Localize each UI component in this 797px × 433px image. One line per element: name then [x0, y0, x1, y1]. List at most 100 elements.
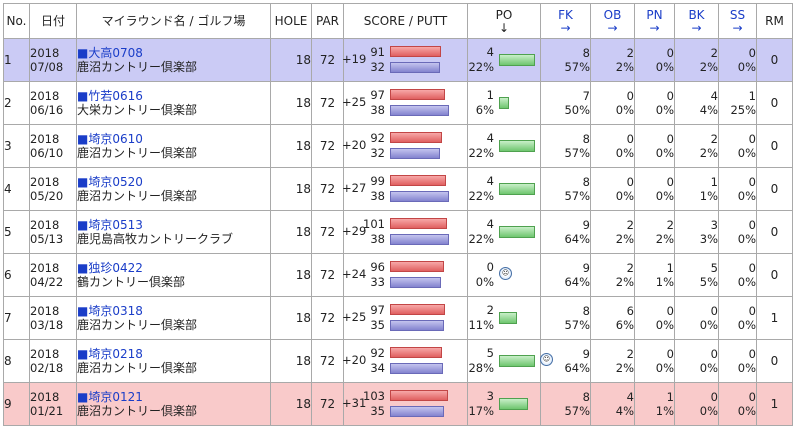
col-par: PAR — [311, 3, 344, 39]
putt-bar — [390, 406, 444, 417]
course-name: 鹿沼カントリー倶楽部 — [77, 60, 198, 74]
po-cell: 4 22% — [467, 38, 541, 82]
par-value: 72 — [311, 38, 344, 82]
round-name-link[interactable]: ■埼京0318 — [77, 304, 143, 318]
score-putt-values: 103 35 — [359, 389, 385, 419]
round-year: 2018 — [30, 304, 60, 318]
pn-stat: 0 0% — [634, 339, 675, 383]
table-row: 7 2018 03/18 ■埼京0318 鹿沼カントリー倶楽部 18 72 +25 97 35 2 1… — [3, 296, 793, 340]
po-values: 4 22% — [468, 217, 494, 247]
score-bar — [390, 218, 447, 229]
arrow-right-icon: → — [607, 21, 618, 35]
po-percent: 11% — [468, 318, 494, 332]
round-name-link[interactable]: ■埼京0218 — [77, 347, 143, 361]
score-diff: +19 — [342, 52, 367, 66]
score-diff: +24 — [342, 267, 367, 281]
fk-stat: 8 57% — [540, 296, 591, 340]
sort-bk-link[interactable]: BK → — [674, 3, 719, 39]
table-row: 6 2018 04/22 ■独珍0422 鶴カントリー倶楽部 18 72 +24 96 33 0 0%… — [3, 253, 793, 297]
hole-count: 18 — [270, 382, 312, 426]
par-value: 72 — [311, 253, 344, 297]
score-bar — [390, 390, 448, 401]
putt-bar — [390, 363, 443, 374]
po-percent: 22% — [468, 146, 494, 160]
score-putt-values: 97 38 — [359, 88, 385, 118]
score-putt-cell: +25 97 38 — [342, 81, 468, 125]
round-name-link[interactable]: ■大高0708 — [77, 46, 143, 60]
round-year: 2018 — [30, 347, 60, 361]
putt-bar — [390, 234, 449, 245]
round-monthday: 01/21 — [30, 404, 64, 418]
col-course: マイラウンド名 / ゴルフ場 — [76, 3, 271, 39]
putt-bar — [390, 62, 440, 73]
row-number: 9 — [3, 382, 30, 426]
round-name-link[interactable]: ■埼京0513 — [77, 218, 143, 232]
round-date: 2018 02/18 — [29, 339, 77, 383]
bk-stat: 3 3% — [674, 210, 719, 254]
ss-stat: 0 0% — [718, 210, 757, 254]
ss-stat: 0 0% — [718, 38, 757, 82]
score-diff: +25 — [342, 310, 367, 324]
table-row: 8 2018 02/18 ■埼京0218 鹿沼カントリー倶楽部 18 72 +20 92 34 5 2… — [3, 339, 793, 383]
round-name-link[interactable]: ■埼京0520 — [77, 175, 143, 189]
round-year: 2018 — [30, 132, 60, 146]
header-row: No. 日付 マイラウンド名 / ゴルフ場 HOLE PAR SCORE / P… — [3, 3, 793, 39]
po-percent: 22% — [468, 189, 494, 203]
pn-stat: 0 0% — [634, 296, 675, 340]
putt-value: 32 — [370, 146, 385, 160]
row-number: 7 — [3, 296, 30, 340]
po-values: 5 28% — [468, 346, 494, 376]
table-row: 5 2018 05/13 ■埼京0513 鹿児島高牧カントリークラブ 18 72 +29 101… — [3, 210, 793, 254]
score-bar — [390, 46, 441, 57]
bk-stat: 0 0% — [674, 382, 719, 426]
ob-stat: 6 6% — [590, 296, 635, 340]
po-count: 3 — [486, 389, 494, 403]
po-percent: 28% — [468, 361, 494, 375]
course-cell: ■大高0708 鹿沼カントリー倶楽部 — [76, 38, 271, 82]
putt-value: 32 — [370, 60, 385, 74]
po-cell: 4 22% — [467, 124, 541, 168]
sort-ss-link[interactable]: SS → — [718, 3, 757, 39]
par-value: 72 — [311, 167, 344, 211]
sort-ob-link[interactable]: OB → — [590, 3, 635, 39]
po-bar — [499, 226, 535, 238]
sad-face-icon: ☹ — [499, 267, 512, 280]
arrow-right-icon: → — [649, 21, 660, 35]
po-bar — [499, 398, 528, 410]
sort-pn-link[interactable]: PN → — [634, 3, 675, 39]
score-putt-values: 97 35 — [359, 303, 385, 333]
row-number: 2 — [3, 81, 30, 125]
fk-stat: 9 64% — [540, 210, 591, 254]
fk-stat: 8 57% — [540, 124, 591, 168]
hole-count: 18 — [270, 339, 312, 383]
hole-count: 18 — [270, 81, 312, 125]
pn-stat: 0 0% — [634, 81, 675, 125]
putt-bar — [390, 105, 449, 116]
round-name-link[interactable]: ■埼京0121 — [77, 390, 143, 404]
round-year: 2018 — [30, 46, 60, 60]
po-values: 2 11% — [468, 303, 494, 333]
round-name-link[interactable]: ■独珍0422 — [77, 261, 143, 275]
course-name: 鹿沼カントリー倶楽部 — [77, 404, 198, 418]
ob-stat: 2 2% — [590, 210, 635, 254]
par-value: 72 — [311, 339, 344, 383]
score-putt-values: 92 34 — [359, 346, 385, 376]
bk-stat: 1 1% — [674, 167, 719, 211]
rm-value: 0 — [756, 167, 793, 211]
ob-stat: 0 0% — [590, 167, 635, 211]
round-name-link[interactable]: ■埼京0610 — [77, 132, 143, 146]
putt-value: 38 — [370, 103, 385, 117]
course-name: 鹿沼カントリー倶楽部 — [77, 318, 198, 332]
po-cell: 4 22% — [467, 167, 541, 211]
arrow-right-icon: → — [691, 21, 702, 35]
sort-fk-link[interactable]: FK → — [540, 3, 591, 39]
par-value: 72 — [311, 296, 344, 340]
score-diff: +27 — [342, 181, 367, 195]
score-value: 92 — [370, 346, 385, 360]
po-count: 4 — [486, 174, 494, 188]
po-values: 4 22% — [468, 174, 494, 204]
col-po[interactable]: PO ↓ — [467, 3, 541, 39]
score-putt-cell: +27 99 38 — [342, 167, 468, 211]
round-name-link[interactable]: ■竹若0616 — [77, 89, 143, 103]
course-name: 大栄カントリー倶楽部 — [77, 103, 198, 117]
